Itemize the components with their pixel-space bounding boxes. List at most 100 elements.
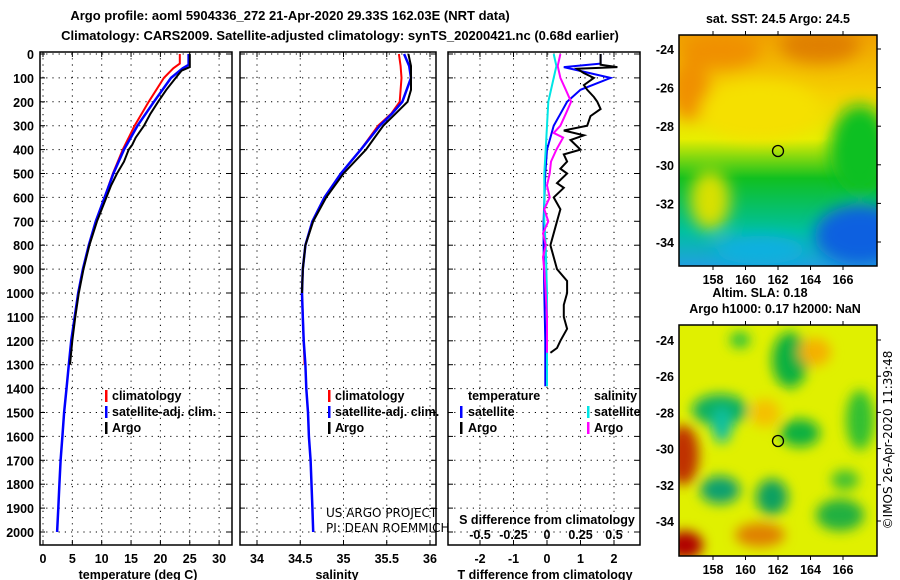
legend-swatch-t-satellite (460, 406, 463, 418)
s-diff-tick-label: 0 (544, 528, 551, 542)
x-tick-label: 30 (212, 552, 226, 566)
legend-swatch-satellite (328, 406, 331, 418)
depth-tick-label: 1400 (6, 383, 34, 397)
title-line-1: Argo profile: aoml 5904336_272 21-Apr-20… (70, 8, 509, 23)
panel-frame (447, 51, 641, 546)
lon-tick-label: 158 (703, 273, 724, 287)
salinity-legend: climatology satellite-adj. clim. Argo (328, 389, 439, 435)
lon-tick-label: 160 (735, 273, 756, 287)
depth-tick-label: 300 (13, 120, 34, 134)
depth-tick-label: 100 (13, 72, 34, 86)
lon-tick-label: 166 (833, 273, 854, 287)
depth-tick-label: 1200 (6, 335, 34, 349)
depth-tick-label: 2000 (6, 526, 34, 540)
x-tick-label: 10 (95, 552, 109, 566)
series-temperature-satellite (542, 54, 614, 387)
sla-map-axes: 158 160 162 164 166 -24 -26 -28 -30 -32 -34 (656, 321, 881, 577)
depth-tick-label: 1800 (6, 478, 34, 492)
series-salinity-argo (541, 53, 573, 353)
lat-tick-label: -28 (656, 406, 674, 420)
depth-tick-label: 900 (13, 263, 34, 277)
legend-swatch-s-argo (587, 422, 590, 434)
credit-pi: PI: DEAN ROEMMICH (326, 521, 449, 535)
t-diff-axis-label: T difference from climatology (457, 568, 632, 580)
difference-legend: temperature salinity satellite Argo sate… (460, 389, 641, 435)
series-climatology (68, 54, 181, 365)
depth-tick-label: 500 (13, 168, 34, 182)
s-diff-tick-label: -0.5 (469, 528, 491, 542)
depth-tick-label: 1500 (6, 407, 34, 421)
lon-tick-label: 158 (703, 563, 724, 577)
legend-swatch-s-satellite (587, 406, 590, 418)
series-climatology (300, 53, 403, 365)
depth-tick-label: 1000 (6, 287, 34, 301)
legend-swatch-climatology (105, 390, 108, 402)
legend-label: climatology (335, 389, 405, 403)
depth-tick-label: 1100 (7, 311, 34, 325)
panel-difference-profile: -2 -1 0 1 2 -0.5 -0.25 0 0.25 0.5 (447, 51, 641, 566)
series-salinity-satellite (543, 53, 558, 387)
legend-label: satellite-adj. clim. (112, 405, 216, 419)
panel-frame (239, 51, 437, 546)
depth-tick-label: 400 (13, 144, 34, 158)
lat-tick-label: -24 (656, 43, 674, 57)
s-diff-tick-label: 0.25 (568, 528, 592, 542)
argo-height-title: Argo h1000: 0.17 h2000: NaN (689, 302, 861, 316)
temperature-legend: climatology satellite-adj. clim. Argo (105, 389, 216, 435)
depth-tick-label: 0 (27, 48, 34, 62)
salinity-axis-label: salinity (315, 568, 358, 580)
legend-label: Argo (335, 421, 365, 435)
sla-map (679, 325, 877, 556)
x-tick-label: 20 (153, 552, 167, 566)
lat-tick-label: -26 (656, 82, 674, 96)
panel-frame (39, 51, 233, 546)
depth-tick-label: 1900 (6, 502, 34, 516)
x-tick-label: 34 (250, 552, 264, 566)
legend-swatch-satellite (105, 406, 108, 418)
series-argo (301, 53, 412, 294)
legend-label: Argo (468, 421, 498, 435)
legend-swatch-argo (328, 422, 331, 434)
legend-heading-temperature: temperature (468, 389, 540, 403)
series-satellite-adj-clim- (55, 54, 190, 533)
lon-tick-label: 166 (833, 563, 854, 577)
lat-tick-label: -24 (656, 334, 674, 348)
lon-tick-label: 164 (800, 563, 821, 577)
panel-salinity-profile: 34 34.5 35 35.5 36 (239, 51, 437, 566)
x-tick-label: 36 (423, 552, 437, 566)
sst-map-axes: 158 160 162 164 166 -24 -26 -28 -30 -32 -34 (656, 31, 881, 287)
sst-map (679, 35, 877, 266)
depth-tick-label: 700 (13, 215, 34, 229)
legend-label: satellite (594, 405, 641, 419)
x-tick-label: 25 (183, 552, 197, 566)
lat-tick-label: -34 (656, 236, 674, 250)
series-temperature-argo (549, 54, 618, 354)
lat-tick-label: -28 (656, 120, 674, 134)
profile-panels: 0100200300400500600700800900100011001200… (6, 48, 641, 566)
legend-label: satellite-adj. clim. (335, 405, 439, 419)
temperature-axis-label: temperature (deg C) (79, 568, 198, 580)
x-tick-label: 34.5 (288, 552, 312, 566)
title-line-2: Climatology: CARS2009. Satellite-adjuste… (61, 28, 619, 43)
legend-label: satellite (468, 405, 515, 419)
x-tick-label: 1 (577, 552, 584, 566)
s-diff-tick-label: -0.25 (499, 528, 528, 542)
x-tick-label: 0 (40, 552, 47, 566)
sla-map-title: Altim. SLA: 0.18 (712, 286, 807, 300)
lat-tick-label: -32 (656, 197, 674, 211)
x-tick-label: 5 (69, 552, 76, 566)
legend-label: climatology (112, 389, 182, 403)
x-tick-label: -1 (508, 552, 519, 566)
legend-swatch-argo (105, 422, 108, 434)
legend-heading-salinity: salinity (594, 389, 637, 403)
s-diff-axis-label: S difference from climatology (459, 513, 635, 527)
credit-project: US ARGO PROJECT (326, 506, 438, 520)
depth-tick-label: 1600 (6, 430, 34, 444)
depth-tick-label: 200 (13, 96, 34, 110)
lon-tick-label: 160 (735, 563, 756, 577)
imos-timestamp: ©IMOS 26-Apr-2020 11:39:48 (881, 351, 895, 530)
depth-tick-label: 600 (13, 191, 34, 205)
depth-tick-label: 1300 (6, 359, 34, 373)
series-argo (69, 54, 191, 365)
lon-tick-label: 164 (800, 273, 821, 287)
